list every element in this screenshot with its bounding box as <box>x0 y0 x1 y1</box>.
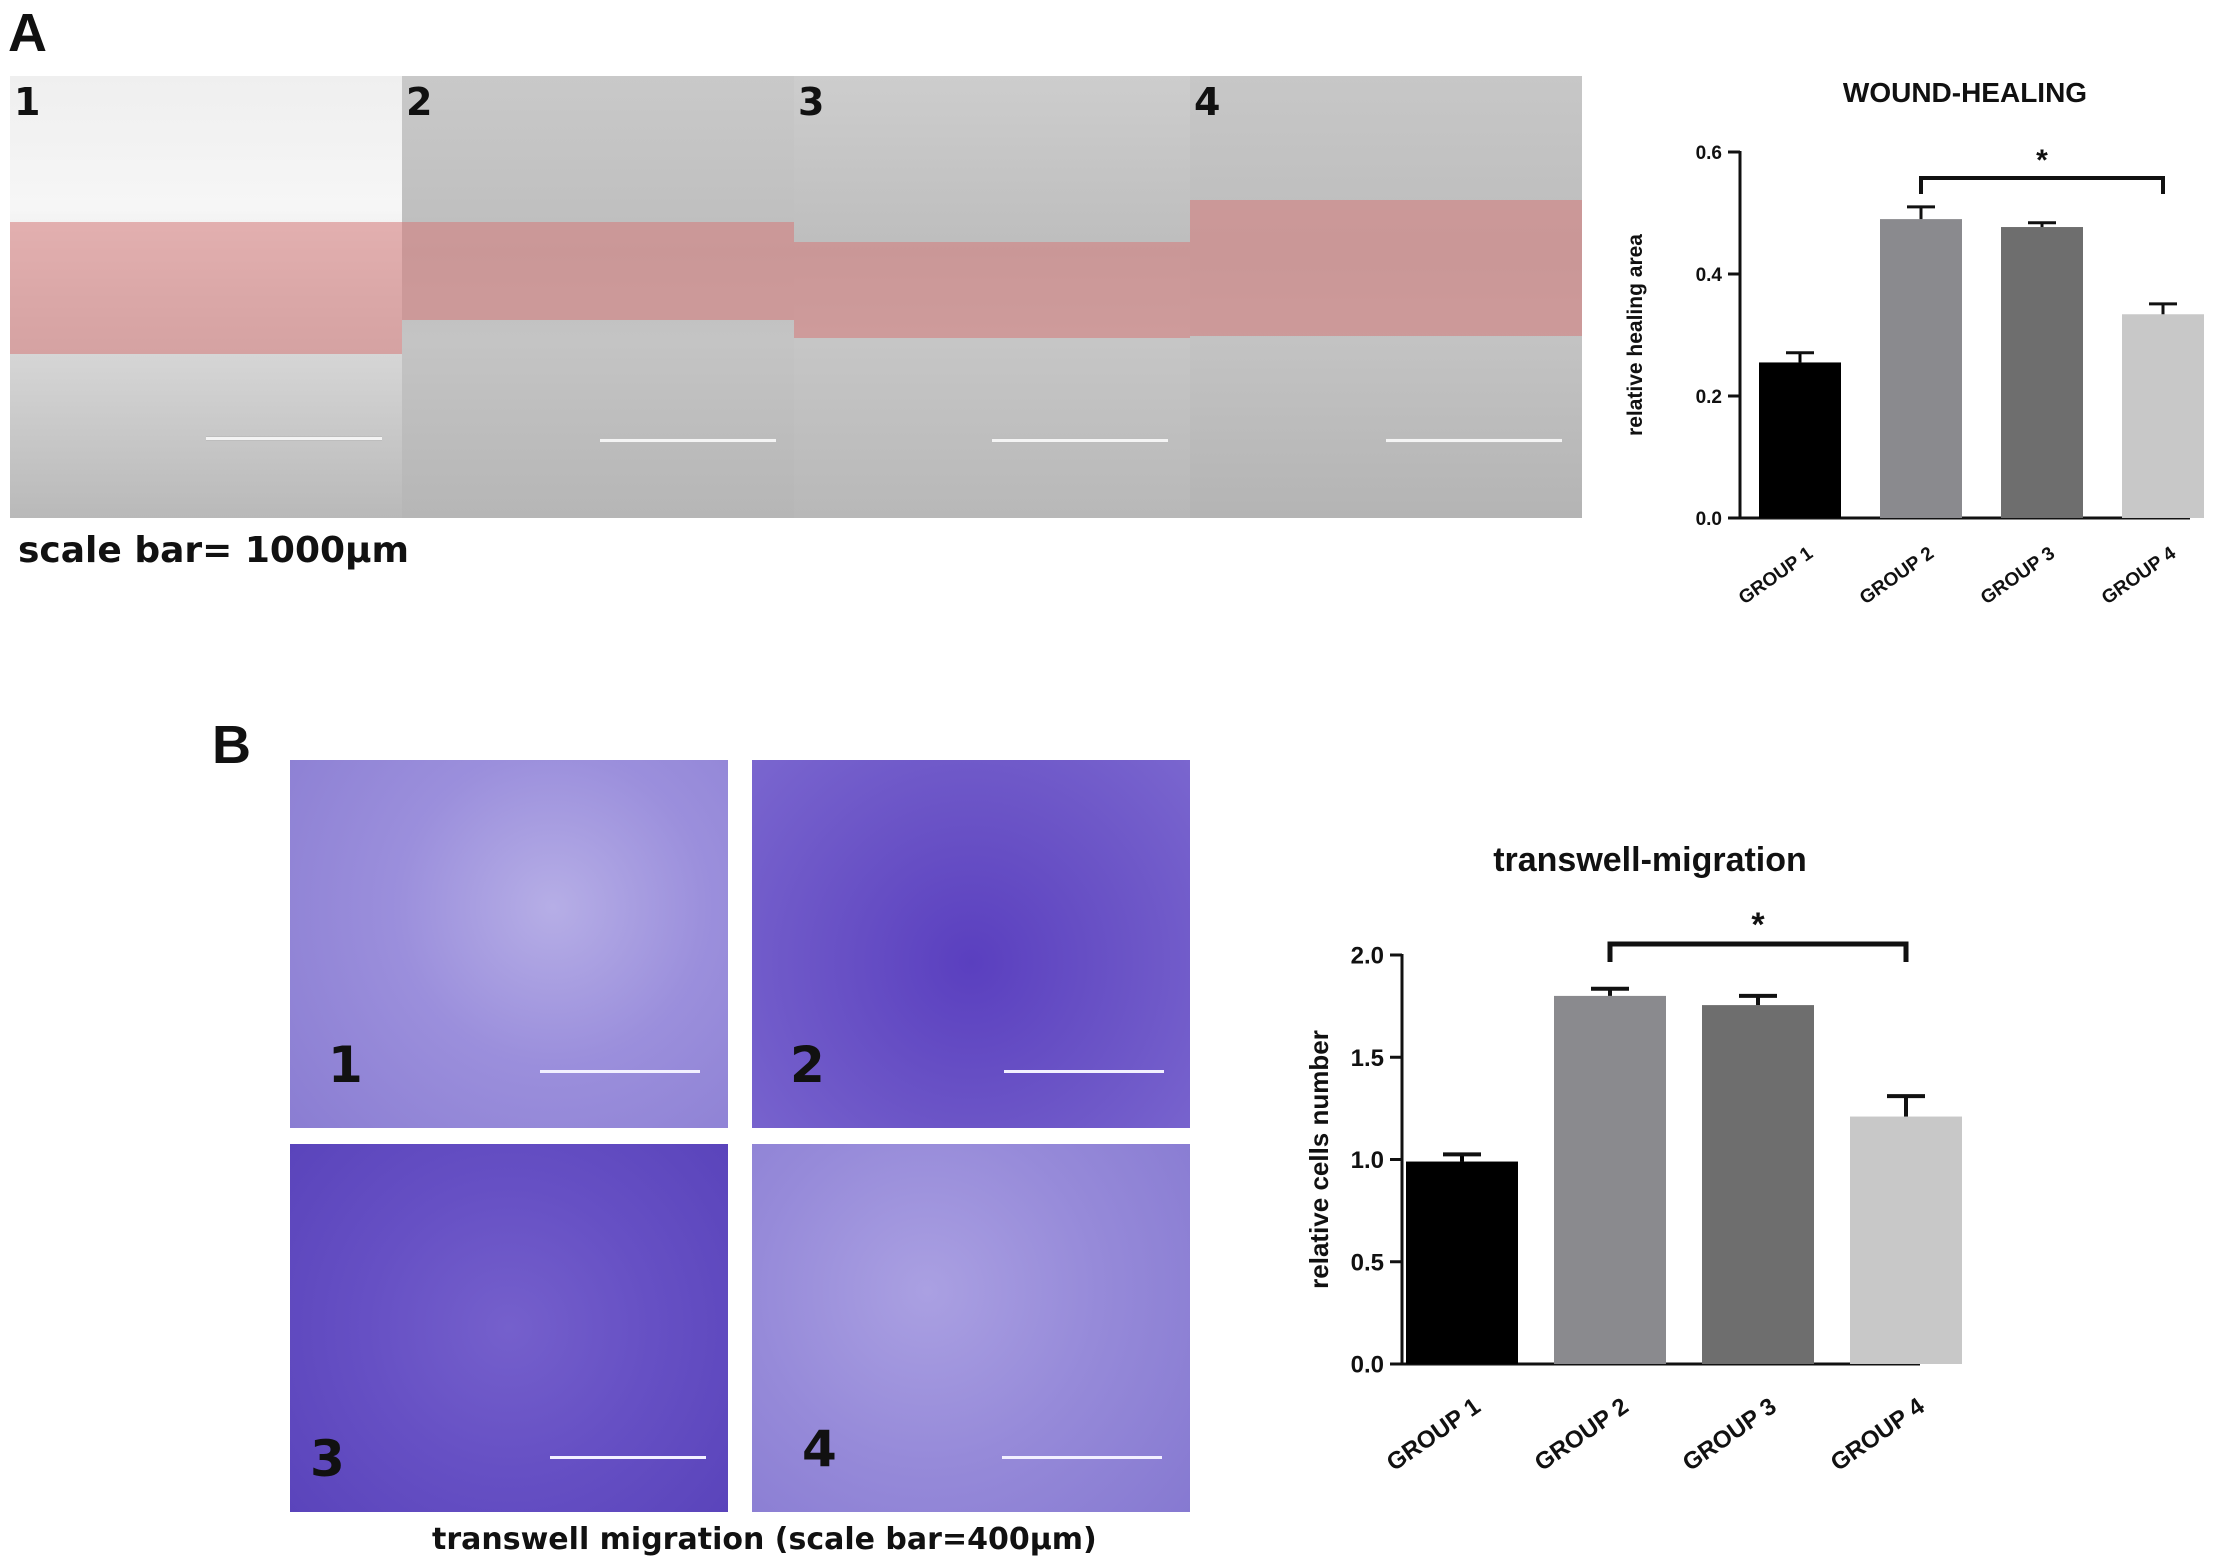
image-number: 1 <box>14 80 41 124</box>
y-tick-label: 0.5 <box>1351 1249 1384 1276</box>
x-tick-label: GROUP 3 <box>1977 543 2059 609</box>
scale-bar <box>600 438 776 443</box>
scale-bar <box>206 436 382 441</box>
wound-image-4: 4 <box>1190 76 1582 518</box>
scratch-band <box>10 222 402 354</box>
transwell-image-1: 1 <box>290 760 728 1128</box>
panel-letter-b: B <box>212 715 251 775</box>
x-tick-label: GROUP 1 <box>1735 543 1817 609</box>
y-tick-label: 0.0 <box>1696 509 1722 530</box>
wound-image-3: 3 <box>794 76 1190 518</box>
scratch-band <box>1190 200 1582 336</box>
y-tick-label: 0.4 <box>1696 265 1723 286</box>
wound-healing-chart: WOUND-HEALING 0.0 0.2 0.4 0.6 relative healin… <box>1624 77 2204 609</box>
image-number: 2 <box>790 1036 825 1094</box>
scale-bar <box>1386 438 1562 443</box>
x-tick-label: GROUP 4 <box>1826 1392 1930 1476</box>
transwell-image-2: 2 <box>752 760 1190 1128</box>
y-tick-label: 1.0 <box>1351 1147 1384 1174</box>
bar-group-1 <box>1759 362 1841 518</box>
x-tick-label: GROUP 4 <box>2098 543 2180 609</box>
bar-group-4 <box>1850 1116 1962 1364</box>
bar-group-2 <box>1554 995 1666 1364</box>
y-axis-label: relative cells number <box>1304 1030 1334 1289</box>
x-tick-label: GROUP 2 <box>1856 543 1938 609</box>
y-tick-label: 0.6 <box>1696 143 1722 164</box>
bar-group-2 <box>1880 219 1962 518</box>
bar-group-1 <box>1406 1161 1518 1364</box>
scale-bar <box>992 438 1168 443</box>
scale-caption-b: transwell migration (scale bar=400μm) <box>432 1522 1097 1557</box>
image-number: 3 <box>798 80 825 124</box>
x-tick-label: GROUP 1 <box>1382 1393 1486 1477</box>
scale-bar <box>1004 1070 1164 1073</box>
wound-image-2: 2 <box>402 76 794 518</box>
scratch-band <box>794 242 1190 338</box>
image-number: 3 <box>310 1430 345 1488</box>
y-tick-label: 0.2 <box>1696 387 1722 408</box>
scale-bar <box>550 1456 706 1459</box>
scale-bar <box>540 1070 700 1073</box>
bar-group-3 <box>2001 227 2083 518</box>
scale-caption-a: scale bar= 1000μm <box>18 530 410 571</box>
significance-bracket <box>1607 941 1909 962</box>
significance-bracket <box>1919 176 2165 194</box>
image-number: 4 <box>1194 80 1221 124</box>
scale-bar <box>1002 1456 1162 1459</box>
bar-group-3 <box>1702 1005 1814 1364</box>
transwell-image-4: 4 <box>752 1144 1190 1512</box>
x-tick-label: GROUP 3 <box>1678 1393 1782 1477</box>
y-tick-label: 2.0 <box>1351 943 1384 970</box>
panel-letter-a: A <box>8 3 47 63</box>
image-number: 4 <box>802 1420 837 1478</box>
x-tick-label: GROUP 2 <box>1530 1393 1634 1477</box>
wound-image-1: 1 <box>10 76 402 518</box>
chart-title: transwell-migration <box>1493 841 1807 879</box>
significance-star: * <box>1751 906 1765 944</box>
y-tick-label: 0.0 <box>1351 1352 1384 1379</box>
image-number: 2 <box>406 80 433 124</box>
transwell-migration-chart: transwell-migration 0.0 0.5 1.0 1.5 2.0 relati… <box>1304 841 1962 1477</box>
transwell-image-3: 3 <box>290 1144 728 1512</box>
y-tick-label: 1.5 <box>1351 1045 1384 1072</box>
image-number: 1 <box>328 1036 363 1094</box>
significance-star: * <box>2036 144 2048 177</box>
scratch-band <box>402 222 794 320</box>
bar-group-4 <box>2122 314 2204 518</box>
y-axis-label: relative healing area <box>1624 234 1647 436</box>
chart-title: WOUND-HEALING <box>1843 77 2087 108</box>
